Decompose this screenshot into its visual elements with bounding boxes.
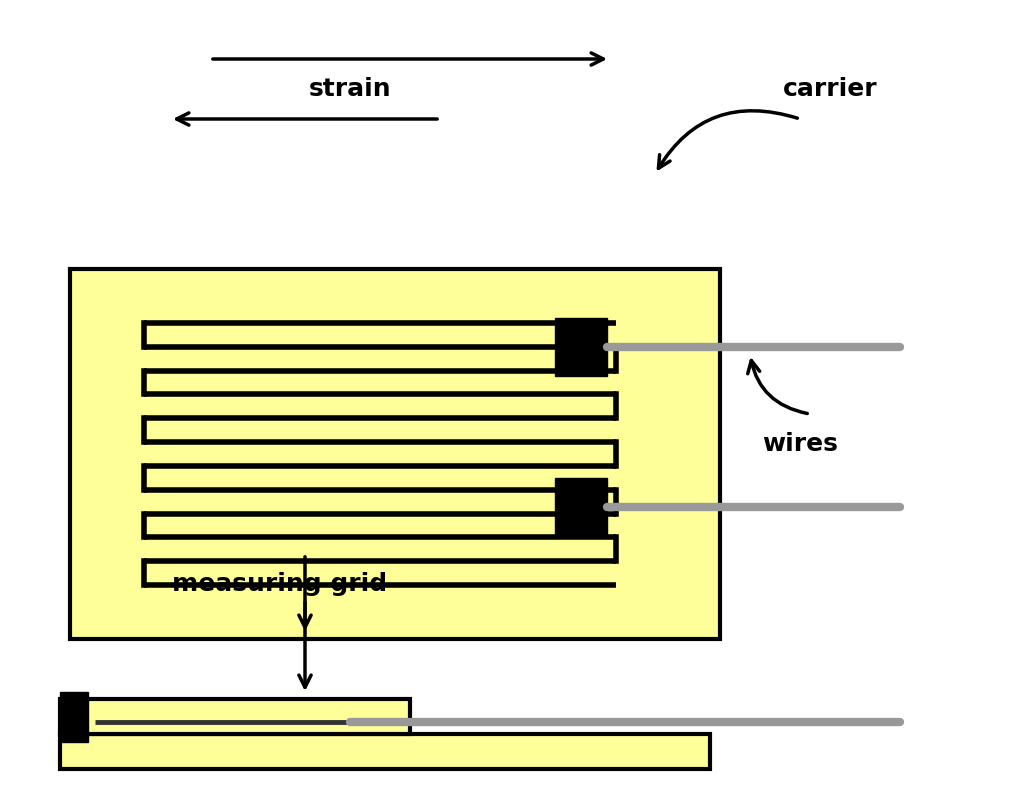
Bar xyxy=(555,478,607,536)
Text: carrier: carrier xyxy=(782,77,878,101)
Text: measuring grid: measuring grid xyxy=(172,572,387,596)
Text: strain: strain xyxy=(308,77,391,101)
Bar xyxy=(60,692,88,742)
Text: wires: wires xyxy=(762,432,838,456)
Bar xyxy=(60,734,710,769)
Bar xyxy=(70,269,720,639)
Bar xyxy=(555,318,607,376)
Bar xyxy=(60,699,410,734)
